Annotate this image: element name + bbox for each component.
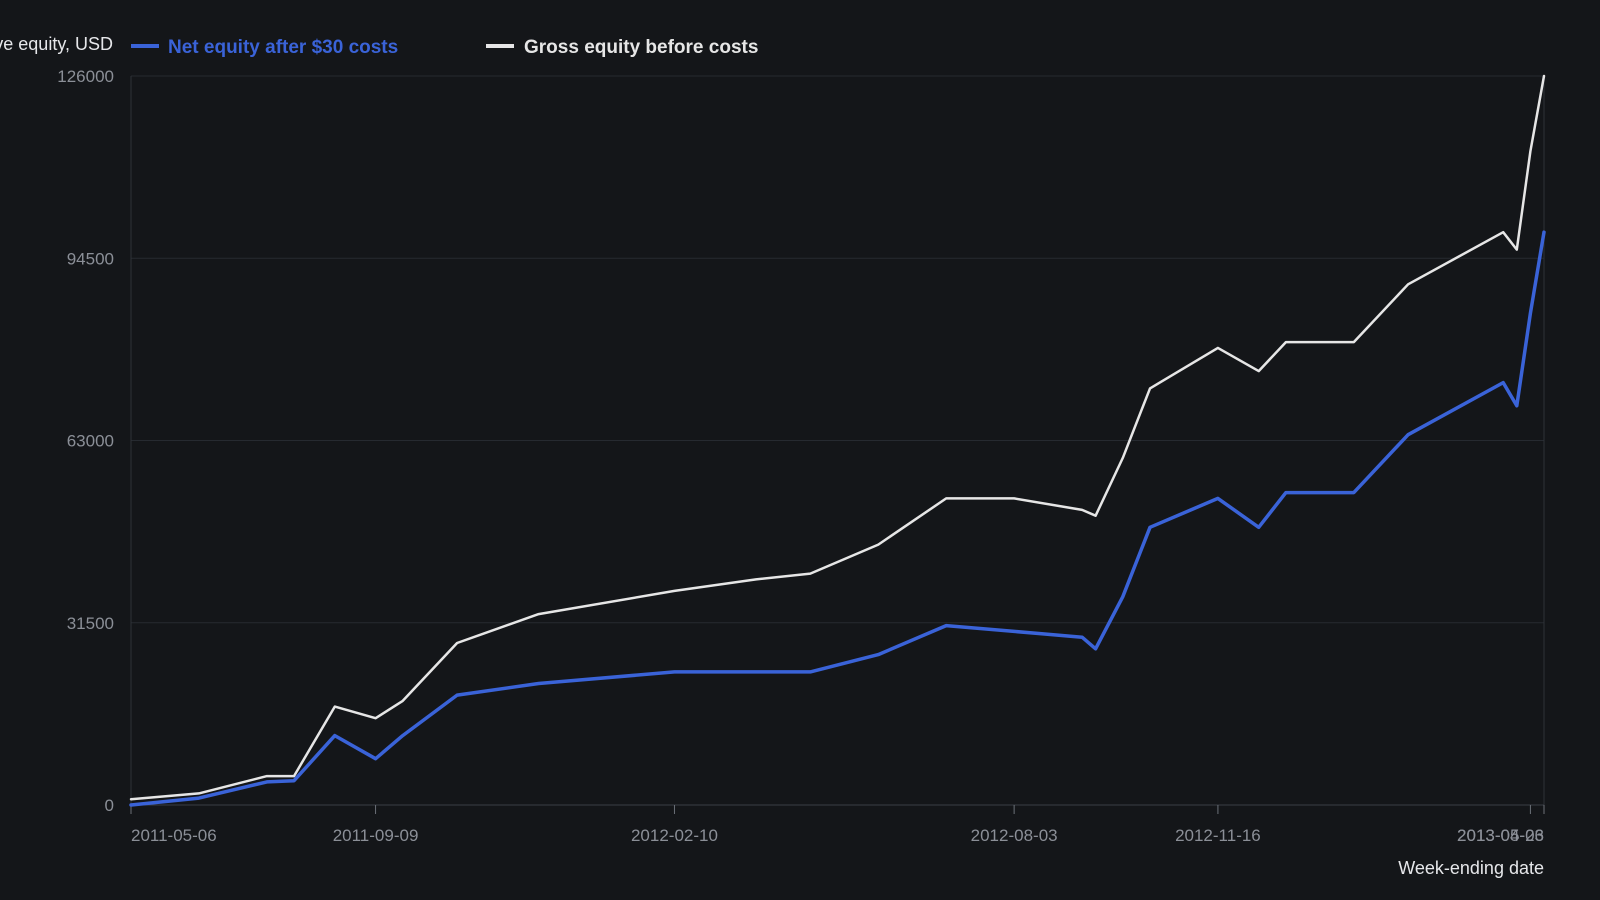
legend: Cumulative equity, USD Net equity after … (0, 34, 758, 58)
y-tick-label: 63000 (67, 432, 114, 451)
y-axis-title: Cumulative equity, USD (0, 34, 113, 54)
x-tick-label: 2011-09-09 (333, 826, 419, 845)
x-tick-label: 2011-05-06 (131, 826, 217, 845)
x-tick-label: 2012-11-16 (1175, 826, 1261, 845)
y-tick-label: 126000 (57, 67, 114, 86)
series-lines (129, 74, 1546, 807)
x-tick-label: 2012-02-10 (631, 826, 718, 845)
legend-label-gross: Gross equity before costs (524, 37, 758, 58)
x-tick-label: 2013-04-26 (1457, 826, 1544, 845)
y-tick-label: 94500 (67, 249, 114, 268)
x-tick-label: 2012-08-03 (971, 826, 1058, 845)
grid-lines (131, 75, 1544, 624)
x-tick-label: 2013-05-03 (1457, 826, 1544, 845)
legend-label-net: Net equity after $30 costs (168, 37, 398, 58)
series-line-gross (129, 74, 1546, 801)
y-tick-label: 0 (105, 796, 114, 815)
y-tick-label: 31500 (67, 614, 114, 633)
axes: 0 31500 63000 94500 126000 2011-05-06 2011-09-… (57, 67, 1545, 845)
series-line-net (129, 230, 1546, 807)
x-axis-title: Week-ending date (1398, 858, 1544, 878)
